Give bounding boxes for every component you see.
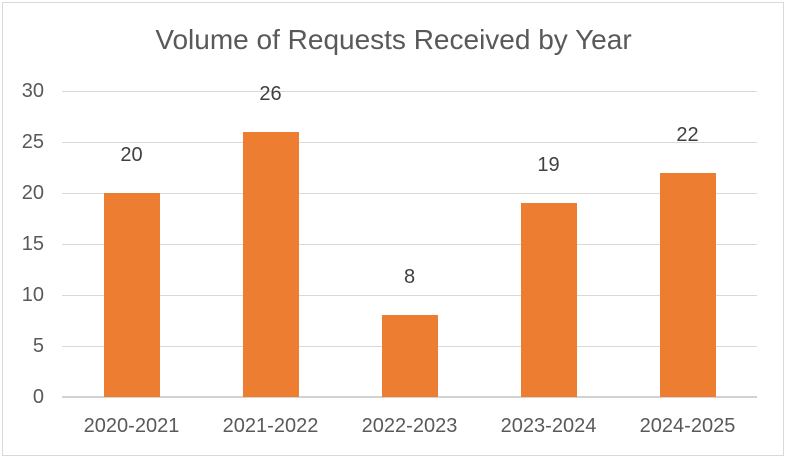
x-axis-label-2023-2024: 2023-2024 [500, 415, 597, 437]
y-axis-tick-label-20: 20 [21, 182, 44, 204]
data-label-2024-2025: 22 [676, 123, 699, 146]
y-axis-tick-label-5: 5 [32, 335, 44, 357]
x-axis-label-2022-2023: 2022-2023 [361, 415, 458, 437]
plot-area: 20 26 8 19 22 [62, 83, 757, 398]
data-label-2022-2023: 8 [403, 266, 416, 289]
x-axis-label-2020-2021: 2020-2021 [83, 415, 180, 437]
gridline-20 [62, 193, 757, 194]
bar-2020-2021 [103, 193, 160, 397]
x-axis-line [62, 396, 757, 398]
x-axis-label-2021-2022: 2021-2022 [222, 415, 319, 437]
x-axis-label-2024-2025: 2024-2025 [639, 415, 736, 437]
gridline-10 [62, 295, 757, 296]
gridline-30 [62, 91, 757, 92]
bar-2023-2024 [520, 203, 577, 397]
gridline-25 [62, 142, 757, 143]
y-axis-tick-label-30: 30 [21, 80, 44, 102]
y-axis-tick-label-15: 15 [21, 233, 44, 255]
y-axis-tick-label-0: 0 [32, 386, 44, 408]
y-axis-tick-label-25: 25 [21, 131, 44, 153]
data-label-2020-2021: 20 [120, 144, 143, 166]
y-axis-tick-label-10: 10 [21, 284, 44, 306]
chart-title: Volume of Requests Received by Year [155, 24, 632, 55]
data-label-2021-2022: 26 [259, 82, 282, 105]
bar-2022-2023 [381, 315, 438, 397]
bar-2024-2025 [659, 172, 716, 397]
bar-2021-2022 [242, 131, 299, 397]
data-label-2023-2024: 19 [537, 154, 560, 177]
gridline-15 [62, 244, 757, 245]
